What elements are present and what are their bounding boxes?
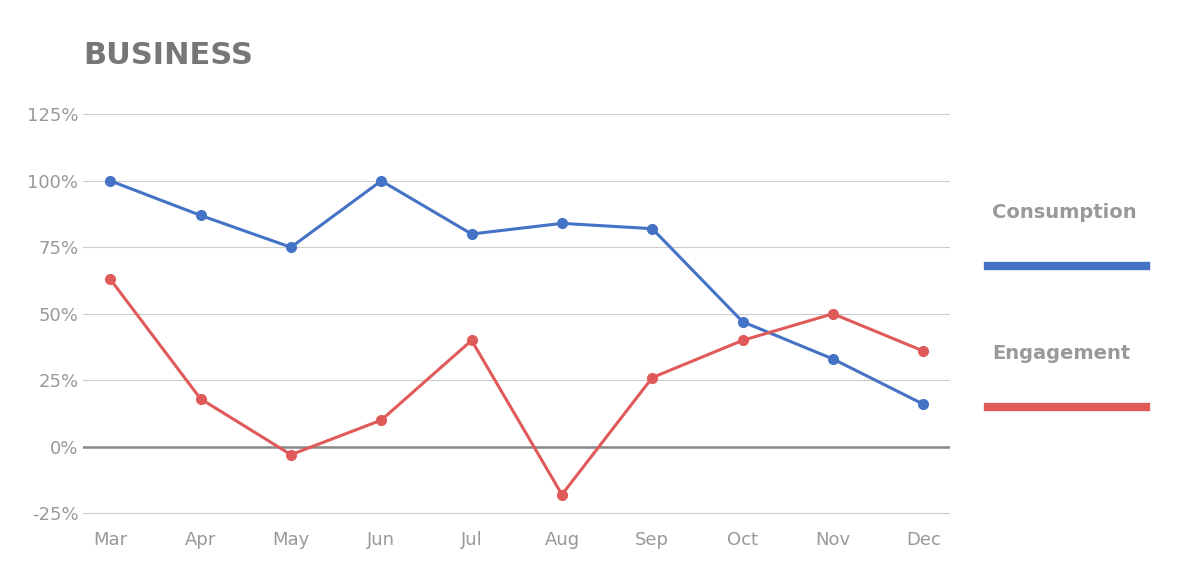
Text: Consumption: Consumption: [992, 204, 1137, 222]
Text: BUSINESS: BUSINESS: [83, 41, 253, 70]
Text: Engagement: Engagement: [992, 344, 1130, 363]
